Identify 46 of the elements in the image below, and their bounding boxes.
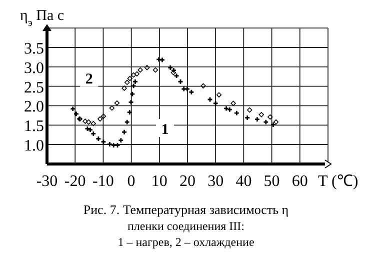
x-axis-title: T (℃) (318, 173, 358, 190)
point (152, 67, 158, 73)
y-tick-label: 1.0 (24, 138, 44, 155)
point (86, 119, 92, 125)
x-tick-label: 50 (264, 173, 280, 190)
point (247, 107, 252, 113)
point (200, 83, 206, 88)
y-tick-label: 2.5 (24, 79, 44, 96)
y-tick-label: 3.5 (24, 40, 44, 58)
y-tick-label: 2.0 (24, 98, 44, 116)
point (90, 120, 96, 126)
x-tick-label: -10 (92, 173, 114, 190)
text: Рис. 7. Температурная зависимость η (83, 202, 289, 217)
x-tick-label: -20 (64, 173, 86, 190)
x-tick-label: 0 (127, 173, 136, 190)
x-tick-label: 60 (292, 173, 308, 190)
point (130, 72, 136, 78)
point (134, 71, 140, 76)
x-tick-label: 30 (208, 173, 224, 190)
x-tick-label: -30 (36, 173, 58, 190)
y-tick-label: 3.0 (24, 60, 44, 77)
y-axis-title: η$_{э}$ Па с (20, 8, 64, 28)
text: пленки соединения III: (127, 219, 245, 233)
point (144, 65, 150, 70)
annotation: 1 (161, 122, 169, 138)
annotation: 2 (85, 72, 93, 88)
point (82, 118, 88, 124)
point (100, 114, 106, 119)
point (230, 100, 236, 106)
x-tick-label: 10 (151, 173, 168, 190)
point (138, 67, 143, 73)
text: 1 – нагрев, 2 – охлаждение (118, 235, 254, 249)
point (124, 80, 130, 85)
y-tick-label: 1.5 (24, 118, 44, 136)
point (273, 119, 279, 125)
point (216, 92, 222, 98)
point (268, 114, 273, 120)
point (109, 105, 115, 111)
point (258, 112, 264, 118)
point (122, 86, 127, 91)
point (130, 91, 136, 97)
x-tick-label: 20 (180, 173, 196, 190)
point (127, 76, 132, 82)
x-tick-label: 40 (236, 173, 252, 190)
point (98, 116, 103, 122)
point (114, 100, 120, 106)
